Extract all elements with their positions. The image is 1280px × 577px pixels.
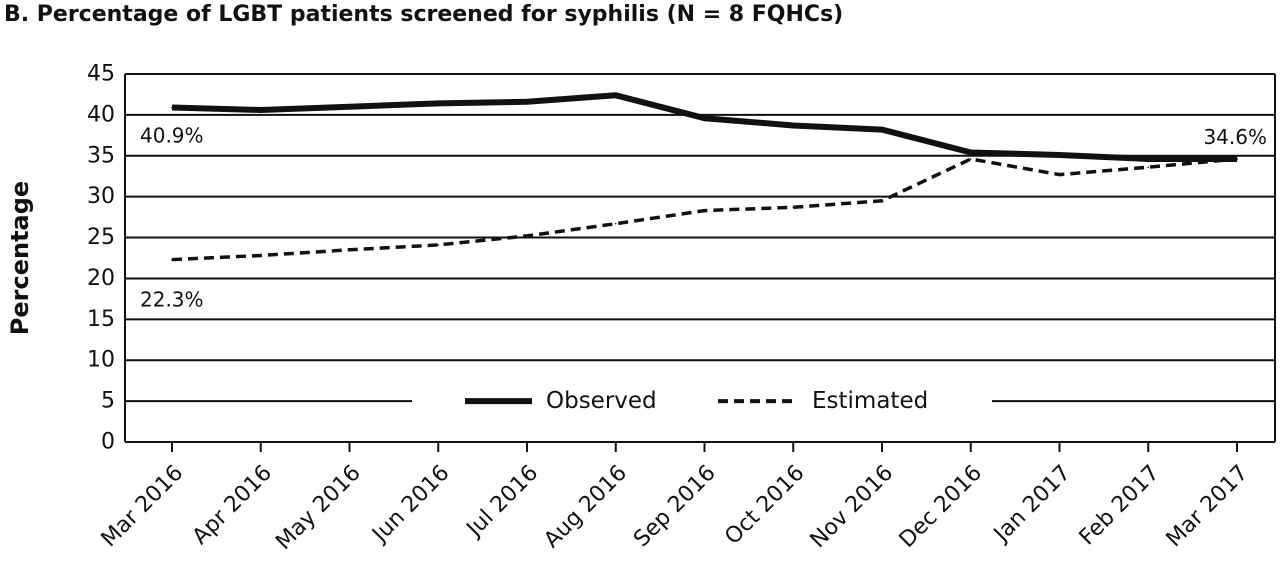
x-tick-label: Jul 2016	[461, 461, 543, 543]
data-point-observed	[792, 124, 795, 127]
data-point-observed	[614, 94, 617, 97]
data-point-observed	[259, 109, 262, 111]
series-line-observed	[171, 92, 1237, 162]
data-point-observed	[171, 106, 173, 109]
x-tick-label: Apr 2016	[188, 461, 277, 550]
y-axis-label: Percentage	[6, 181, 34, 335]
data-label: 34.6%	[1203, 125, 1267, 149]
data-point-observed	[1147, 158, 1150, 160]
data-point-estimated	[703, 209, 706, 212]
data-point-observed	[437, 102, 440, 105]
data-point-observed	[881, 128, 883, 131]
data-point-estimated	[1147, 166, 1150, 169]
data-point-estimated	[969, 158, 972, 160]
y-tick-label-30: 30	[87, 184, 115, 209]
x-tick-label: Dec 2016	[895, 461, 987, 553]
x-tick-label: Jan 2017	[988, 461, 1076, 549]
x-tick-label: Jun 2016	[367, 461, 455, 549]
y-tick-label-40: 40	[87, 102, 115, 127]
series-layer	[171, 92, 1238, 262]
x-tick-label: Mar 2016	[97, 461, 189, 553]
data-point-estimated	[526, 235, 528, 237]
data-label: 40.9%	[140, 124, 204, 148]
y-tick-label-45: 45	[87, 62, 115, 87]
data-point-observed	[703, 117, 706, 119]
series-line-estimated	[171, 157, 1238, 262]
y-tick-label-35: 35	[87, 143, 115, 168]
legend-label-estimated: Estimated	[812, 388, 928, 414]
data-point-observed	[969, 151, 972, 154]
y-tick-label-25: 25	[87, 225, 115, 250]
data-point-estimated	[792, 206, 795, 209]
label-layer: 40.9% 22.3% 34.6%	[140, 124, 1267, 312]
legend: Observed Estimated	[465, 388, 928, 414]
data-point-estimated	[881, 199, 883, 202]
y-tick-label-20: 20	[87, 266, 115, 291]
data-point-observed	[348, 105, 351, 108]
x-tick-label: Feb 2017	[1075, 461, 1165, 551]
data-point-estimated	[171, 258, 173, 261]
data-point-estimated	[437, 244, 440, 246]
grid-layer	[125, 73, 1275, 403]
y-tick-label-10: 10	[87, 348, 115, 373]
legend-label-observed: Observed	[546, 388, 657, 414]
data-point-estimated	[614, 222, 617, 225]
data-point-estimated	[1058, 173, 1061, 176]
x-tick-label: May 2016	[271, 461, 365, 555]
y-tick-label-0: 0	[101, 430, 115, 455]
data-point-estimated	[259, 254, 262, 257]
x-tick-label: Sep 2016	[629, 461, 721, 553]
data-label: 22.3%	[140, 288, 204, 312]
data-point-estimated	[1236, 158, 1238, 160]
data-point-observed	[1058, 154, 1061, 156]
x-tick-label: Oct 2016	[720, 461, 809, 550]
x-tick-label: Nov 2016	[806, 461, 899, 554]
data-point-estimated	[348, 249, 351, 251]
y-tick-label-15: 15	[87, 307, 115, 332]
data-point-observed	[526, 101, 528, 103]
x-tick-label: Mar 2017	[1162, 461, 1254, 553]
x-tick-label: Aug 2016	[539, 461, 632, 554]
chart-title: B. Percentage of LGBT patients screened …	[4, 2, 844, 27]
y-tick-label-5: 5	[101, 389, 115, 414]
